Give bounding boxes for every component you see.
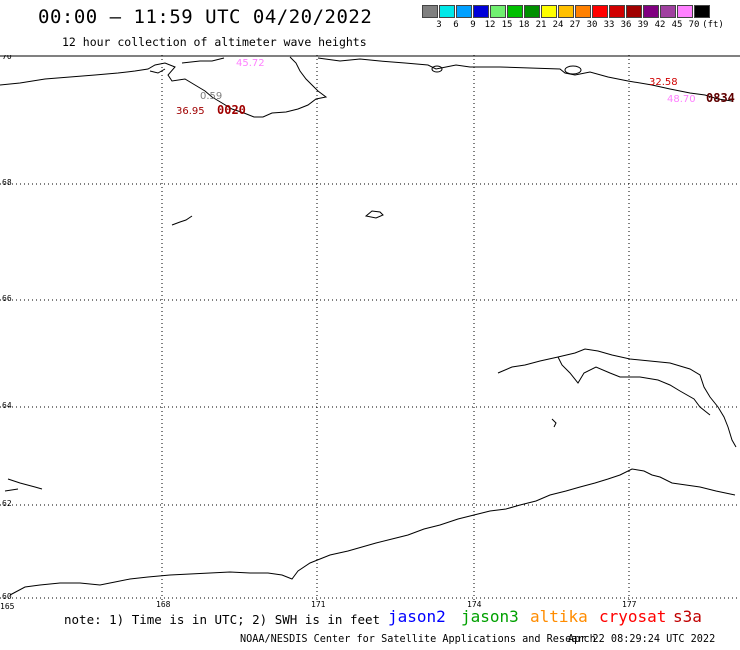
legend-label: 70 <box>688 20 700 30</box>
lon-label-168: 168 <box>156 600 171 609</box>
legend-label: 6 <box>453 20 459 30</box>
legend-label: 24 <box>552 20 564 30</box>
latitude-labels: 70 68 66 64 62 60 <box>2 55 12 601</box>
legend-label: 9 <box>470 20 476 30</box>
legend-swatch <box>694 5 710 18</box>
swh-value-48-70: 48.70 <box>667 94 696 105</box>
lat-label-68: 68 <box>2 178 12 187</box>
legend-label: 21 <box>535 20 547 30</box>
lat-label-64: 64 <box>2 401 12 410</box>
lat-label-60: 60 <box>2 592 12 601</box>
legend-swatch <box>677 5 693 18</box>
legend-swatch <box>490 5 506 18</box>
pass-time-0020: 0020 <box>217 103 246 117</box>
legend-swatch <box>626 5 642 18</box>
longitude-labels: 165 168 171 174 177 <box>0 600 637 610</box>
lat-label-62: 62 <box>2 499 12 508</box>
swh-value-36-95: 36.95 <box>176 106 205 117</box>
lat-label-70: 70 <box>2 55 12 61</box>
lon-label-165: 165 <box>0 602 15 610</box>
legend-label: 27 <box>569 20 581 30</box>
legend-swatch <box>609 5 625 18</box>
pass-time-0834: 0834 <box>706 91 735 105</box>
legend-swatch <box>541 5 557 18</box>
wave-height-annotations: 45.72 0.59 36.95 0020 32.58 48.70 0834 <box>176 58 735 117</box>
legend-swatch <box>524 5 540 18</box>
legend-label: 45 <box>671 20 683 30</box>
satellite-cryosat: cryosat <box>599 607 667 626</box>
legend-swatch <box>456 5 472 18</box>
legend-color-bar <box>422 5 711 18</box>
legend-swatch <box>643 5 659 18</box>
coastline <box>0 56 737 596</box>
legend-label: 39 <box>637 20 649 30</box>
lon-label-174: 174 <box>467 600 482 609</box>
longitude-gridlines <box>161 55 630 600</box>
satellite-s3a: s3a <box>673 607 702 626</box>
legend-swatch <box>507 5 523 18</box>
legend-label: 18 <box>518 20 530 30</box>
legend-label: 15 <box>501 20 513 30</box>
legend-unit-label: (ft) <box>702 20 724 30</box>
satellite-jason3: jason3 <box>461 607 519 626</box>
lat-label-66: 66 <box>2 294 12 303</box>
lon-label-177: 177 <box>622 600 637 609</box>
legend-swatch <box>558 5 574 18</box>
color-legend: 3 6 9 12 15 18 21 24 27 30 33 36 39 42 45 70 (ft) <box>422 5 724 30</box>
legend-label: 12 <box>484 20 496 30</box>
legend-label: 42 <box>654 20 666 30</box>
legend-swatch <box>422 5 438 18</box>
swh-value-0-59: 0.59 <box>200 91 222 102</box>
satellite-altika: altika <box>530 607 588 626</box>
legend-label: 3 <box>436 20 442 30</box>
legend-swatch <box>575 5 591 18</box>
legend-swatch <box>592 5 608 18</box>
footer-note: note: 1) Time is in UTC; 2) SWH is in fe… <box>64 612 381 627</box>
map-area: 70 68 66 64 62 60 165 168 171 174 177 45… <box>0 55 740 610</box>
page-subtitle: 12 hour collection of altimeter wave hei… <box>62 35 367 49</box>
swh-value-32-58: 32.58 <box>649 77 678 88</box>
legend-label: 33 <box>603 20 615 30</box>
legend-swatch <box>660 5 676 18</box>
legend-label: 36 <box>620 20 632 30</box>
generated-timestamp: Apr 22 08:29:24 UTC 2022 <box>568 634 716 645</box>
credit-line: NOAA/NESDIS Center for Satellite Applica… <box>240 634 596 645</box>
legend-labels: 3 6 9 12 15 18 21 24 27 30 33 36 39 42 45 70 (ft) <box>422 18 724 30</box>
legend-label: 30 <box>586 20 598 30</box>
legend-swatch <box>473 5 489 18</box>
lon-label-171: 171 <box>311 600 326 609</box>
page-title: 00:00 – 11:59 UTC 04/20/2022 <box>38 6 373 28</box>
swh-value-45-72: 45.72 <box>236 58 265 69</box>
legend-swatch <box>439 5 455 18</box>
latitude-gridlines <box>0 183 740 599</box>
satellite-jason2: jason2 <box>388 607 446 626</box>
